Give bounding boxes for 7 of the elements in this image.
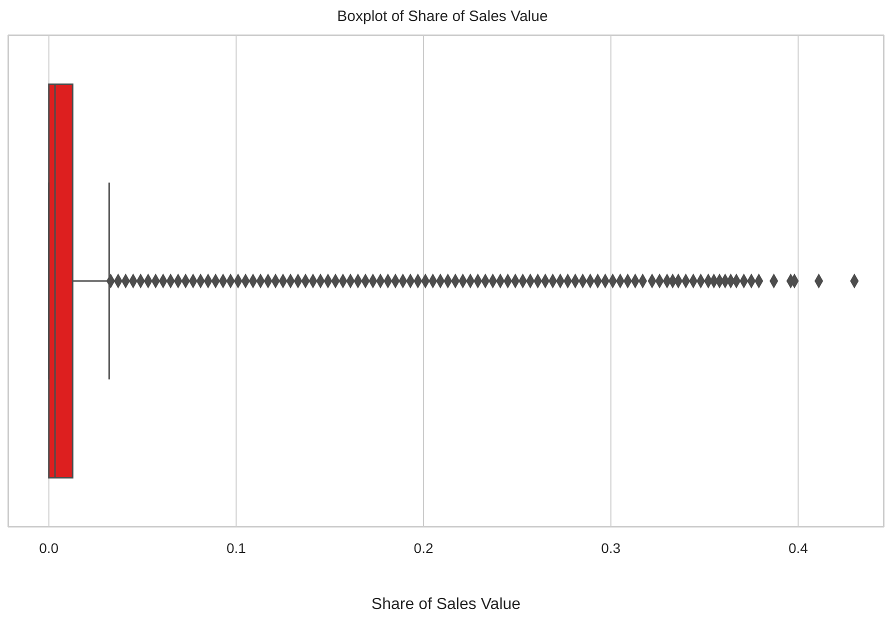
chart-title: Boxplot of Share of Sales Value (336, 8, 549, 25)
x-tick-label: 0.0 (39, 540, 59, 556)
x-tick-label: 0.3 (601, 540, 621, 556)
x-axis-title: Share of Sales Value (370, 596, 522, 614)
x-tick-label: 0.4 (788, 540, 808, 556)
x-tick-label: 0.1 (226, 540, 246, 556)
x-tick-label: 0.2 (414, 540, 434, 556)
